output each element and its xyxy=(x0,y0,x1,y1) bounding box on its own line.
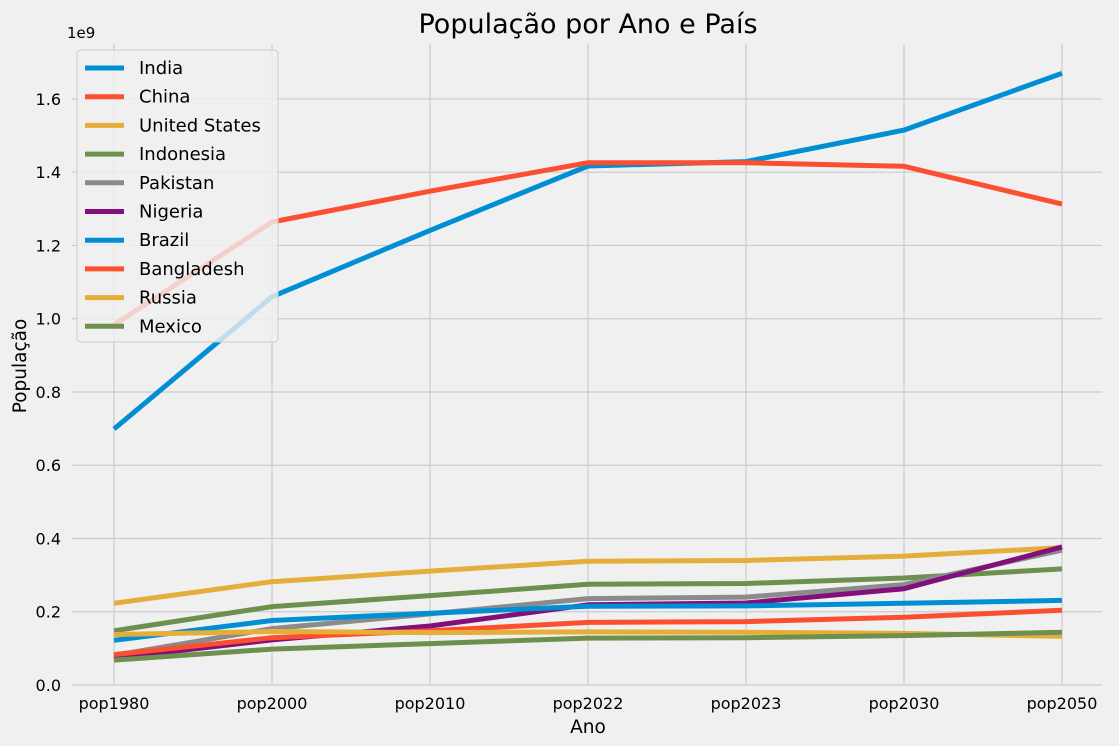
legend-label-indonesia: Indonesia xyxy=(139,144,226,165)
x-tick-label: pop2000 xyxy=(237,694,308,713)
y-tick-label: 0.4 xyxy=(36,529,61,548)
y-tick-label: 1.2 xyxy=(36,236,61,255)
legend-label-brazil: Brazil xyxy=(139,230,189,251)
x-axis-title: Ano xyxy=(570,717,606,738)
y-tick-label: 0.0 xyxy=(36,676,61,695)
series-line-united-states xyxy=(113,545,1063,606)
legend-label-nigeria: Nigeria xyxy=(139,202,203,223)
y-tick-label: 0.8 xyxy=(36,383,61,402)
y-tick-label: 0.2 xyxy=(36,603,61,622)
series-line-pakistan xyxy=(113,547,1063,658)
y-tick-label: 0.6 xyxy=(36,456,61,475)
y-axis-offset-label: 1e9 xyxy=(67,24,95,42)
series-line-brazil xyxy=(113,597,1063,643)
legend-label-india: India xyxy=(139,58,183,79)
legend-label-russia: Russia xyxy=(139,288,197,309)
series-line-indonesia xyxy=(113,566,1063,634)
legend-label-china: China xyxy=(139,87,190,108)
y-tick-label: 1.6 xyxy=(36,90,61,109)
y-axis-title: População xyxy=(10,319,31,414)
x-tick-label: pop2010 xyxy=(395,694,466,713)
legend-label-mexico: Mexico xyxy=(139,316,202,337)
y-tick-label: 1.4 xyxy=(36,163,61,182)
x-tick-label: pop2050 xyxy=(1027,694,1098,713)
x-tick-label: pop1980 xyxy=(79,694,150,713)
legend-label-bangladesh: Bangladesh xyxy=(139,259,245,280)
y-tick-label: 1.0 xyxy=(36,310,61,329)
series-line-bangladesh xyxy=(113,607,1063,658)
x-axis-ticks: pop1980 pop2000 pop2010 pop2022 pop2023 pop20… xyxy=(79,694,1098,713)
chart-title: População por Ano e País xyxy=(418,9,757,40)
x-tick-label: pop2022 xyxy=(553,694,624,713)
legend-label-united-states: United States xyxy=(139,115,261,136)
legend-label-pakistan: Pakistan xyxy=(139,173,214,194)
series-line-mexico xyxy=(113,629,1063,663)
y-axis-ticks: 0.0 0.2 0.4 0.6 0.8 1.0 1.2 1.4 1.6 xyxy=(36,90,61,695)
x-tick-label: pop2030 xyxy=(869,694,940,713)
legend-box xyxy=(76,49,279,343)
legend: India China United States Indonesia Pakistan… xyxy=(76,49,279,343)
x-tick-label: pop2023 xyxy=(711,694,782,713)
